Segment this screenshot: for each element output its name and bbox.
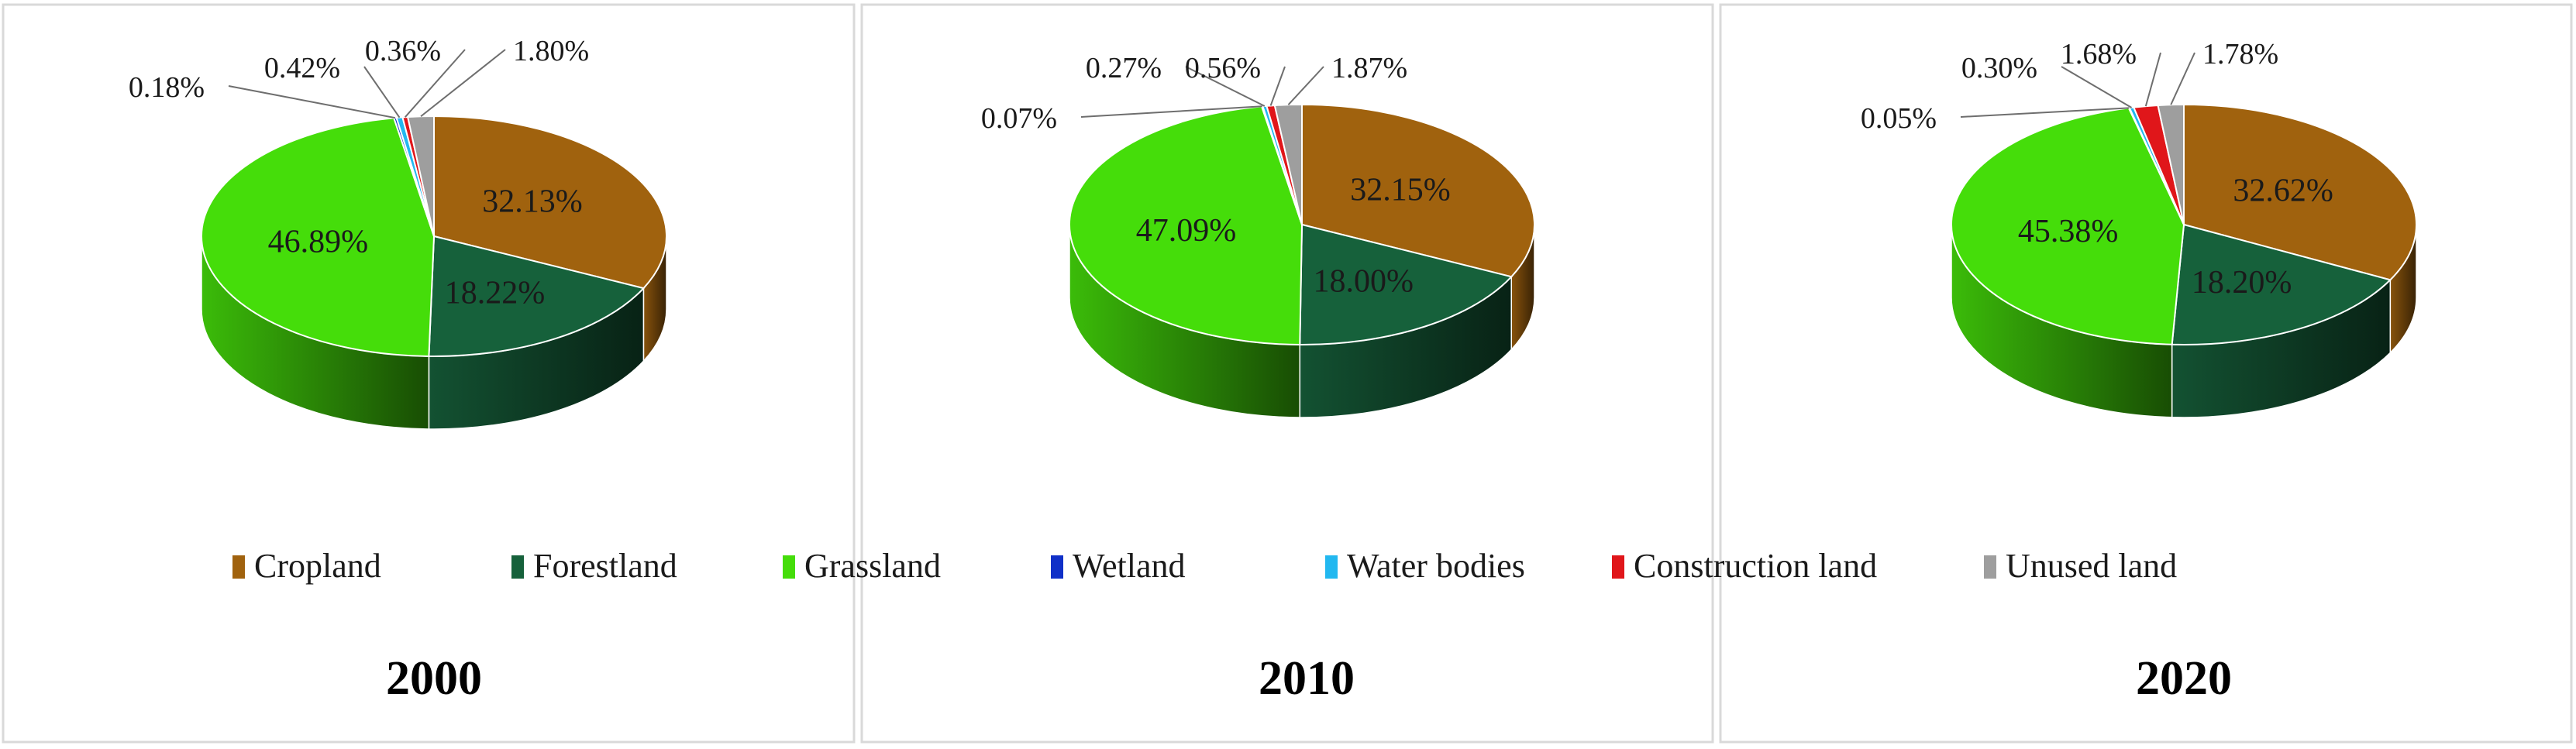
pie-slice-grassland <box>201 117 436 357</box>
year-label-2020: 2020 <box>2136 652 2232 705</box>
legend: Cropland Forestland Grassland Wetland Water … <box>232 547 2177 585</box>
leader-line-wetland <box>228 85 396 119</box>
pie-slice-forestland <box>1299 223 1514 345</box>
data-label-construction-land: 0.56% <box>1185 52 1261 84</box>
data-label-forestland: 18.22% <box>445 276 546 311</box>
data-label-unused-land: 1.87% <box>1331 52 1407 84</box>
data-label-wetland: 0.07% <box>981 102 1057 135</box>
data-label-forestland: 18.00% <box>1313 263 1414 299</box>
data-label-water-bodies: 0.27% <box>1086 52 1162 84</box>
legend-label-cropland: Cropland <box>254 547 381 585</box>
panel-frame-2000 <box>2 3 856 744</box>
leader-line-unused-land <box>2170 52 2195 105</box>
data-label-grassland: 45.38% <box>2018 214 2119 249</box>
pie-slice-forestland <box>2171 223 2392 345</box>
legend-swatch-wetland <box>1051 555 1063 579</box>
legend-swatch-forestland <box>511 555 524 579</box>
data-label-construction-land: 0.36% <box>365 35 441 67</box>
data-label-wetland: 0.05% <box>1861 102 1937 135</box>
leader-line-construction-land <box>2144 52 2161 107</box>
legend-label-unused-land: Unused land <box>2006 547 2177 585</box>
leader-line-wetland <box>1960 107 2130 118</box>
data-label-wetland: 0.18% <box>129 71 205 104</box>
data-label-construction-land: 1.68% <box>2061 38 2137 70</box>
year-label-2000: 2000 <box>386 652 482 705</box>
legend-label-wetland: Wetland <box>1073 547 1186 585</box>
panel-frame-2020 <box>1719 3 2573 744</box>
pie-slice-grassland <box>1950 107 2185 345</box>
pie-slice-cropland <box>433 115 667 290</box>
pie-slice-forestland <box>428 235 646 357</box>
data-label-water-bodies: 0.42% <box>264 52 340 84</box>
leader-line-construction-land <box>1269 66 1286 106</box>
leader-line-unused-land <box>1287 66 1324 105</box>
data-label-unused-land: 1.80% <box>513 35 589 67</box>
leader-line-unused-land <box>420 49 506 118</box>
pie-slice-grassland <box>1069 105 1303 345</box>
leader-line-construction-land <box>405 49 466 118</box>
data-label-water-bodies: 0.30% <box>1961 52 2037 84</box>
legend-swatch-grassland <box>783 555 795 579</box>
leader-line-water-bodies <box>1185 66 1266 107</box>
leader-line-water-bodies <box>363 66 401 119</box>
legend-label-forestland: Forestland <box>533 547 677 585</box>
legend-swatch-water-bodies <box>1325 555 1338 579</box>
pie-2020: 32.62% 18.20% 45.38% 0.05% 0.30% 1.68% 1.78% <box>1861 38 2418 418</box>
data-label-forestland: 18.20% <box>2192 265 2292 301</box>
data-label-unused-land: 1.78% <box>2202 38 2278 70</box>
legend-label-construction-land: Construction land <box>1634 547 1877 585</box>
pie-2010: 32.15% 18.00% 47.09% 0.07% 0.27% 0.56% 1.87% <box>981 52 1535 418</box>
legend-swatch-unused-land <box>1984 555 1996 579</box>
pie-slice-cropland <box>1301 103 1535 278</box>
leader-line-water-bodies <box>2061 66 2133 108</box>
data-label-grassland: 47.09% <box>1136 213 1237 249</box>
data-label-cropland: 32.62% <box>2233 174 2333 209</box>
data-label-cropland: 32.15% <box>1350 173 1451 208</box>
pie-charts: 32.13%18.22%46.89%0.18%0.42%0.36% 1.80%32… <box>129 35 2418 430</box>
pie-slice-unused-land <box>2157 103 2185 225</box>
legend-swatch-cropland <box>232 555 245 579</box>
legend-label-grassland: Grassland <box>804 547 941 585</box>
pie-2000: 32.13% 18.22% 46.89% 0.18% 0.42% 0.36% 1.80% <box>129 35 667 430</box>
legend-label-water-bodies: Water bodies <box>1347 547 1525 585</box>
pie-slice-cropland <box>2183 103 2418 281</box>
data-label-cropland: 32.13% <box>482 184 583 220</box>
leader-line-wetland <box>1080 105 1262 118</box>
legend-swatch-construction-land <box>1612 555 1624 579</box>
year-label-2010: 2010 <box>1259 652 1355 705</box>
panel-frame-2010 <box>860 3 1714 744</box>
data-label-grassland: 46.89% <box>268 224 369 259</box>
